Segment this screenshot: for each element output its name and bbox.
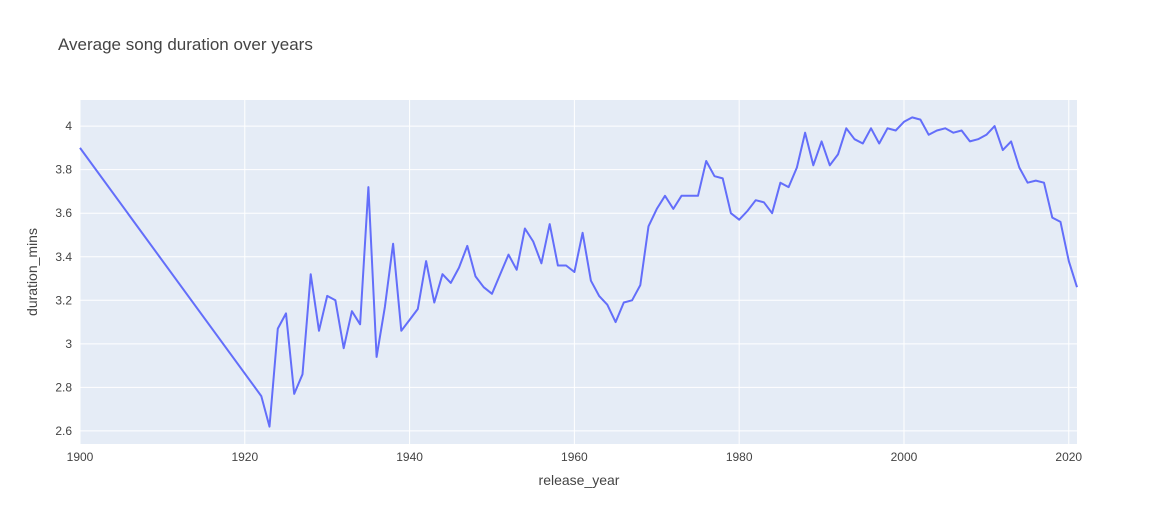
y-tick-label: 3.2 [55,293,72,307]
chart-title: Average song duration over years [58,35,313,54]
y-tick-label: 3.8 [55,163,72,177]
x-tick-labels: 1900 1920 1940 1960 1980 2000 2020 [67,450,1083,464]
y-axis-title: duration_mins [24,228,40,316]
y-tick-labels: 2.6 2.8 3 3.2 3.4 3.6 3.8 4 [55,119,72,438]
plot-area [80,100,1077,444]
x-tick-label: 2000 [891,450,918,464]
x-tick-label: 1900 [67,450,94,464]
y-tick-label: 2.8 [55,380,72,394]
x-tick-label: 1980 [726,450,753,464]
x-tick-label: 1940 [396,450,423,464]
x-tick-label: 2020 [1055,450,1082,464]
x-gridlines [79,100,1070,444]
y-tick-label: 2.6 [55,424,72,438]
series-line [79,116,1078,428]
x-tick-label: 1920 [231,450,258,464]
y-tick-label: 3 [65,337,72,351]
y-tick-label: 3.6 [55,206,72,220]
y-tick-label: 3.4 [55,250,72,264]
x-tick-label: 1960 [561,450,588,464]
y-tick-label: 4 [65,119,72,133]
x-axis-title: release_year [539,472,620,488]
